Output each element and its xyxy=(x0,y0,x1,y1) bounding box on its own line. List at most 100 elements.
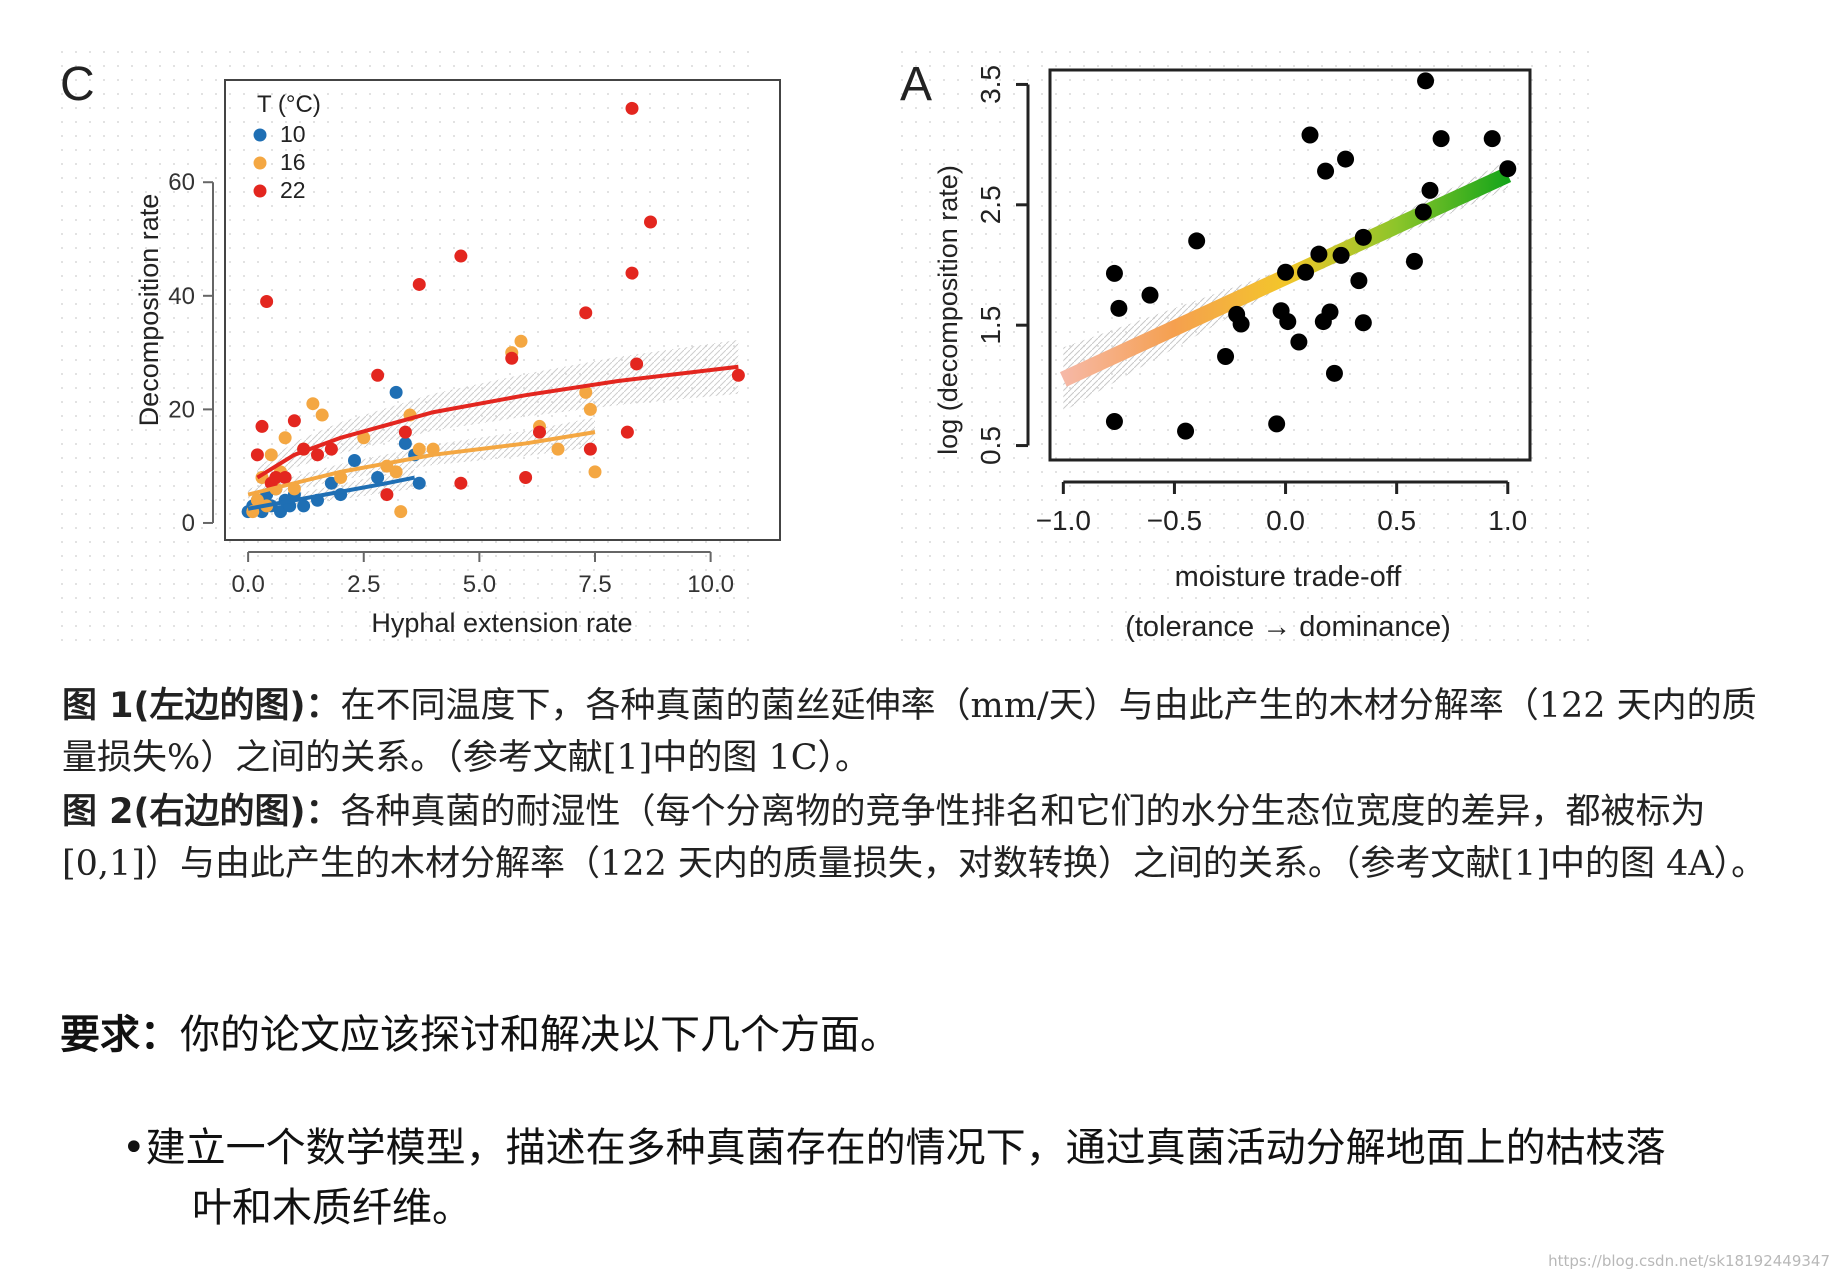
data-point-16 xyxy=(306,397,320,411)
caption-figure-1: 图 1(左边的图)：在不同温度下，各种真菌的菌丝延伸率（mm/天）与由此产生的木… xyxy=(62,680,1782,784)
data-point-22 xyxy=(380,488,394,502)
data-point-22 xyxy=(269,471,283,485)
data-point xyxy=(1232,315,1250,333)
bullet-item: •建立一个数学模型，描述在多种真菌存在的情况下，通过真菌活动分解地面上的枯枝落 … xyxy=(122,1118,1782,1238)
data-point xyxy=(1277,263,1295,281)
data-point xyxy=(1188,232,1206,250)
data-point-16 xyxy=(412,442,426,456)
fit-band-22 xyxy=(257,339,739,488)
data-point-16 xyxy=(357,431,371,445)
right-figure-background xyxy=(895,50,1600,650)
right-panel-label: A xyxy=(900,58,932,111)
data-point-10 xyxy=(412,476,426,490)
data-point-16 xyxy=(389,465,403,479)
data-point xyxy=(1310,245,1328,263)
left-panel-label: C xyxy=(60,58,95,111)
data-point-10 xyxy=(348,453,361,467)
data-point xyxy=(1268,415,1286,433)
caption-2-label: 图 2(右边的图)： xyxy=(62,792,341,832)
data-point-22 xyxy=(620,425,634,439)
data-point xyxy=(1483,130,1501,148)
x-tick-label: −0.5 xyxy=(1147,505,1202,536)
caption-2-text: 各种真菌的耐湿性（每个分离物的竞争性排名和它们的水分生态位宽度的差异，都被标为[… xyxy=(62,792,1767,884)
data-point-22 xyxy=(255,419,269,433)
data-point-22 xyxy=(731,368,745,382)
left-x-axis-label: Hyphal extension rate xyxy=(371,608,632,638)
caption-1-text: 在不同温度下，各种真菌的菌丝延伸率（mm/天）与由此产生的木材分解率（122 天… xyxy=(62,686,1757,778)
data-point xyxy=(1414,203,1432,221)
data-point xyxy=(1332,246,1350,264)
legend-label-16: 16 xyxy=(280,149,306,175)
right-x-axis-label: moisture trade-off xyxy=(1175,561,1403,593)
data-point xyxy=(1405,252,1423,270)
left-axes: 0.0 2.5 5.0 7.5 10.0 0 20 40 60 xyxy=(168,169,734,598)
figures-row: C 0.0 2.5 5.0 7.5 10.0 0 20 40 60 T (°C) 10 16 22 … xyxy=(60,50,1600,650)
data-point xyxy=(1297,263,1315,281)
data-point xyxy=(1354,314,1372,332)
right-figure: A −1.0 −0.5 0.0 0.5 1.0 0.5 1.5 2.5 3.5 log (dec… xyxy=(895,50,1600,650)
data-point-16 xyxy=(278,431,292,445)
data-point xyxy=(1141,286,1159,304)
right-axes: −1.0 −0.5 0.0 0.5 1.0 0.5 1.5 2.5 3.5 xyxy=(975,65,1527,536)
caption-1-label: 图 1(左边的图)： xyxy=(62,686,341,726)
data-point xyxy=(1337,150,1355,168)
data-point-22 xyxy=(533,425,546,439)
left-legend-title: T (°C) xyxy=(257,91,321,118)
data-point-22 xyxy=(630,357,644,371)
data-point-22 xyxy=(398,425,412,439)
data-point-22 xyxy=(454,476,468,490)
caption-figure-2: 图 2(右边的图)：各种真菌的耐湿性（每个分离物的竞争性排名和它们的水分生态位宽… xyxy=(62,786,1782,890)
data-point xyxy=(1290,333,1308,351)
data-point-16 xyxy=(588,465,602,479)
y-tick-label: 1.5 xyxy=(975,306,1006,345)
data-point xyxy=(1350,272,1368,290)
fit-line-22 xyxy=(256,364,739,480)
data-point-22 xyxy=(579,306,593,320)
right-y-axis-label: log (decomposition rate) xyxy=(933,165,963,455)
data-point-22 xyxy=(625,266,639,280)
data-point xyxy=(1325,364,1343,382)
x-tick-label: 1.0 xyxy=(1488,505,1527,536)
data-point-22 xyxy=(625,101,639,115)
fit-line-10 xyxy=(247,475,416,511)
data-point xyxy=(1432,130,1450,148)
data-point-22 xyxy=(278,471,292,485)
data-point xyxy=(1354,228,1372,246)
x-tick-label: 2.5 xyxy=(347,571,380,598)
data-point-16 xyxy=(551,442,565,456)
data-point-22 xyxy=(583,442,597,456)
left-y-axis-label: Decomposition rate xyxy=(134,194,164,427)
data-point xyxy=(1301,126,1319,144)
data-point-16 xyxy=(394,505,408,519)
x-tick-label: 0.5 xyxy=(1377,505,1416,536)
x-tick-label: −1.0 xyxy=(1036,505,1091,536)
requirement-label: 要求： xyxy=(60,1012,180,1058)
left-figure-background xyxy=(60,50,760,650)
data-point-16 xyxy=(315,408,329,422)
data-point-10 xyxy=(371,471,385,485)
data-point-22 xyxy=(260,294,274,308)
requirement-text: 你的论文应该探讨和解决以下几个方面。 xyxy=(180,1012,900,1058)
right-data-points xyxy=(1105,72,1517,440)
right-x-axis-label-line2: (tolerance → dominance) xyxy=(1125,611,1451,643)
data-point-22 xyxy=(371,368,385,382)
y-tick-label: 40 xyxy=(168,283,195,310)
x-tick-label: 5.0 xyxy=(463,571,496,598)
data-point xyxy=(1110,299,1128,317)
data-point-22 xyxy=(250,448,264,462)
data-point xyxy=(1321,303,1339,321)
data-point xyxy=(1499,160,1517,178)
data-point xyxy=(1105,412,1123,430)
data-point-22 xyxy=(644,215,657,229)
fit-line-16 xyxy=(247,430,596,497)
data-point xyxy=(1105,264,1123,282)
x-tick-label: 10.0 xyxy=(687,571,734,598)
data-point-16 xyxy=(583,402,597,416)
y-tick-label: 60 xyxy=(168,169,195,196)
data-point-16 xyxy=(264,448,278,462)
y-tick-label: 20 xyxy=(168,396,195,423)
